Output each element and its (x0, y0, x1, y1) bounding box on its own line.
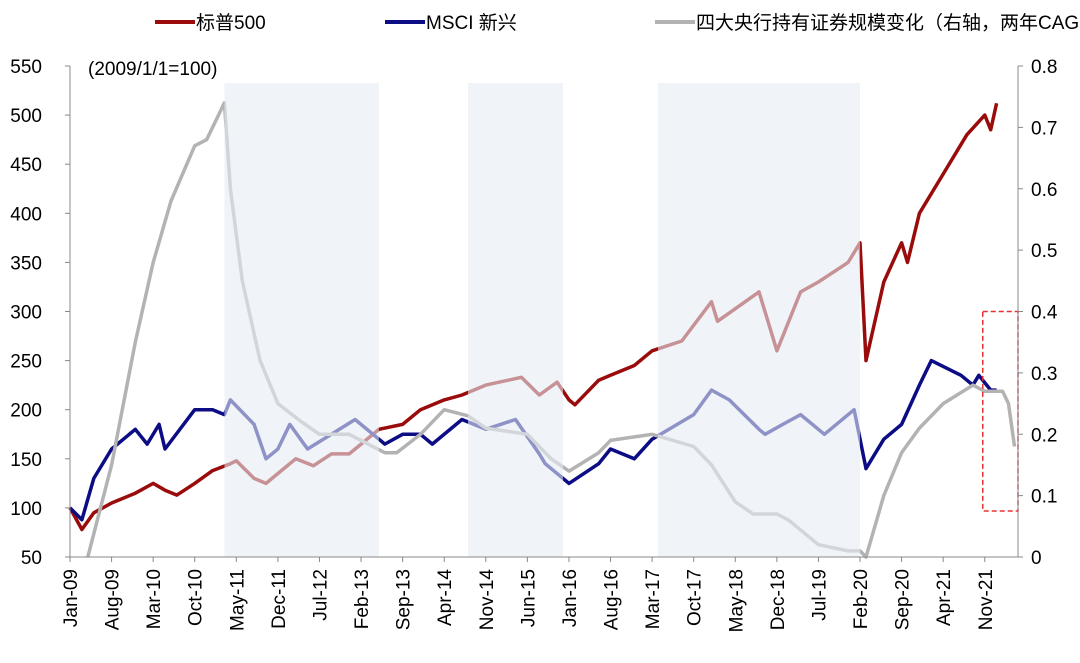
x-tick-label: Dec-11 (269, 569, 290, 629)
y-right-tick-label: 0.4 (1031, 303, 1058, 324)
shaded-period-2 (658, 83, 861, 557)
y-right-tick-label: 0.8 (1031, 57, 1057, 78)
legend-label-0: 标普500 (196, 12, 266, 34)
y-left-tick-label: 550 (10, 57, 42, 78)
x-tick-label: May-11 (227, 569, 248, 631)
shaded-period-1 (467, 83, 564, 557)
x-tick-label: Jul-12 (310, 569, 331, 621)
x-tick-label: Aug-16 (602, 569, 623, 630)
x-tick-label: Apr-21 (934, 569, 955, 626)
y-left-tick-label: 350 (10, 253, 42, 274)
highlight-box (982, 310, 1019, 512)
y-left-tick-label: 500 (10, 106, 42, 127)
y-left-tick-label: 100 (10, 499, 42, 520)
x-tick-label: Jun-15 (518, 569, 539, 627)
x-tick-label: Apr-14 (435, 569, 456, 626)
x-tick-label: Jan-16 (560, 569, 581, 627)
y-left-tick-label: 250 (10, 352, 42, 373)
x-tick-label: Jan-09 (61, 569, 82, 627)
x-tick-label: Jul-19 (809, 569, 830, 621)
x-tick-label: Feb-13 (352, 569, 373, 629)
y-right-tick-label: 0 (1031, 548, 1042, 569)
y-left-tick-label: 150 (10, 450, 42, 471)
x-tick-label: Sep-13 (394, 569, 415, 630)
x-tick-label: Sep-20 (893, 569, 914, 630)
x-tick-label: Oct-10 (186, 569, 207, 626)
x-tick-label: May-18 (726, 569, 747, 632)
x-tick-label: Aug-09 (103, 569, 124, 630)
x-tick-label: Feb-20 (851, 569, 872, 629)
legend-label-2: 四大央行持有证券规模变化（右轴，两年CAGR） (696, 12, 1080, 34)
y-right-tick-label: 0.5 (1031, 241, 1057, 262)
shaded-period-0 (224, 83, 379, 557)
y-left-tick-label: 300 (10, 303, 42, 324)
y-left-tick-label: 200 (10, 401, 42, 422)
base-note: (2009/1/1=100) (88, 59, 217, 80)
y-right-tick-label: 0.3 (1031, 364, 1057, 385)
x-tick-label: Nov-14 (477, 569, 498, 631)
y-left-tick-label: 400 (10, 204, 42, 225)
x-tick-label: Mar-17 (643, 569, 664, 629)
legend-label-1: MSCI 新兴 (426, 12, 517, 34)
x-tick-label: Mar-10 (144, 569, 165, 629)
x-tick-label: Dec-18 (768, 569, 789, 630)
x-tick-label: Oct-17 (685, 569, 706, 626)
x-tick-label: Nov-21 (976, 569, 997, 630)
y-right-tick-label: 0.2 (1031, 425, 1057, 446)
y-right-tick-label: 0.7 (1031, 118, 1057, 139)
y-right-tick-label: 0.1 (1031, 487, 1057, 508)
y-right-tick-label: 0.6 (1031, 180, 1057, 201)
y-left-tick-label: 50 (21, 548, 42, 569)
y-left-tick-label: 450 (10, 155, 42, 176)
